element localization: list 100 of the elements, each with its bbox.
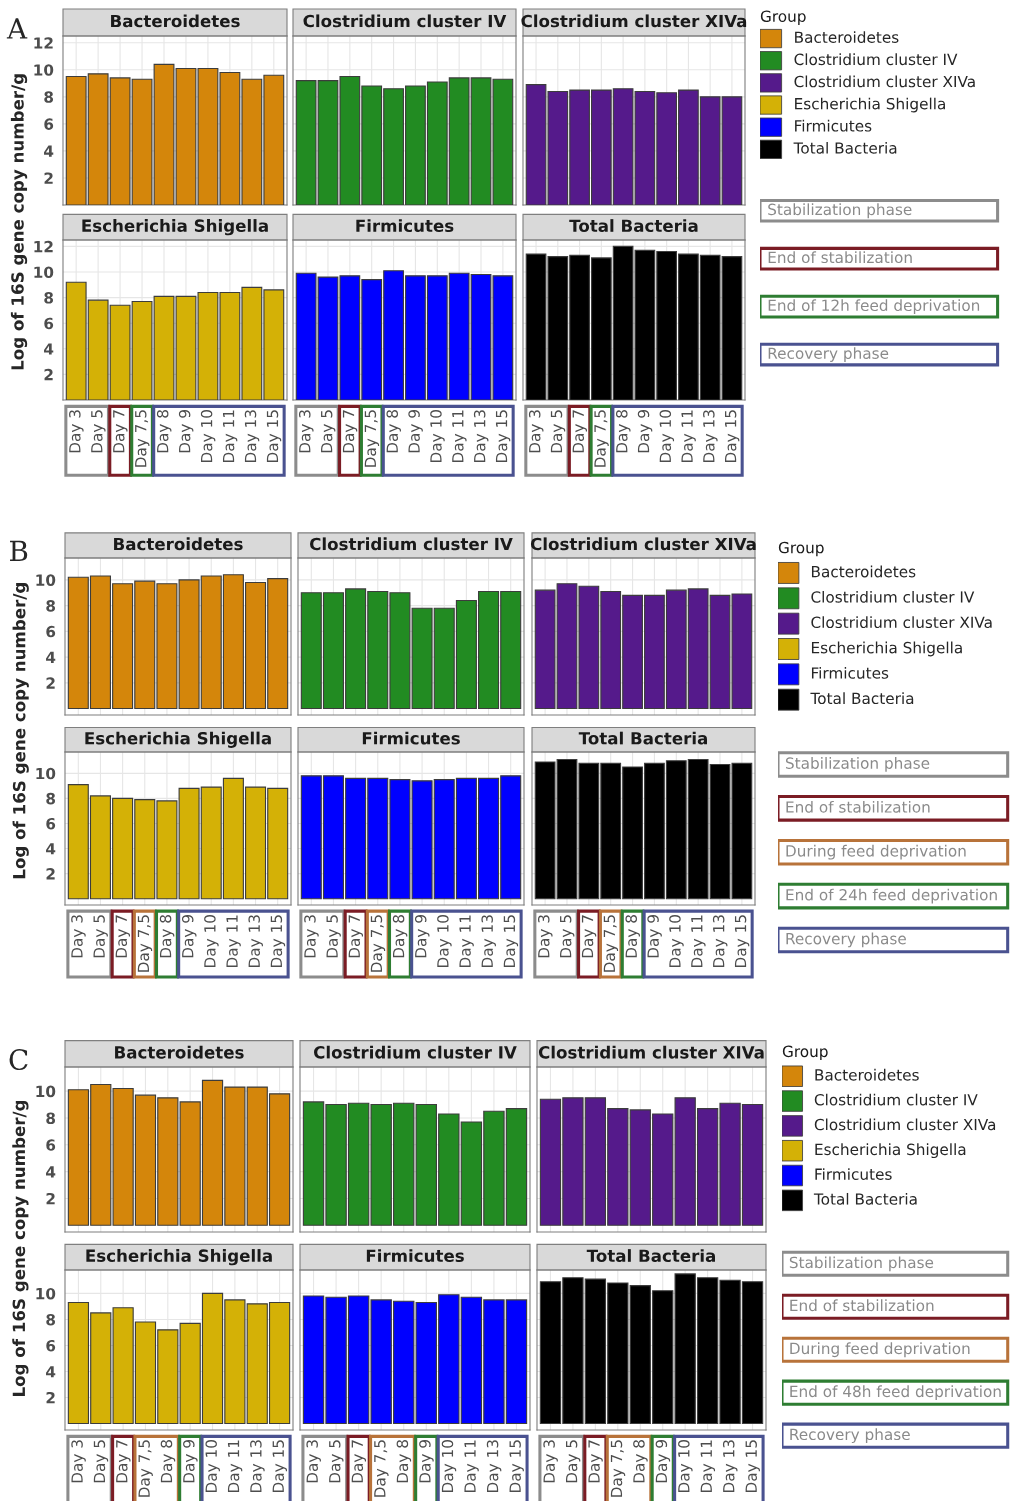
legend-label: Total Bacteria <box>813 1192 917 1205</box>
text: During feed deprivation <box>786 844 966 860</box>
x-tick-label: Day 7,5 <box>135 410 150 467</box>
x-tick-label: Day 5 <box>326 915 341 958</box>
x-tick-label: Day 15 <box>725 410 740 462</box>
y-tick-label: 2 <box>46 1192 55 1205</box>
x-tick-label: Day 3 <box>537 915 553 958</box>
x-tick-label: Day 13 <box>244 410 260 462</box>
x-tick-label: Day 5 <box>93 915 108 958</box>
chart-title: Clostridium cluster XIVa <box>521 14 747 28</box>
chart-title: Escherichia Shigella <box>85 731 271 748</box>
x-tick-label: Day 9 <box>183 1440 198 1483</box>
x-tick-label: Day 10 <box>205 1440 220 1492</box>
x-tick-label: Day 15 <box>734 915 750 967</box>
text: B <box>10 540 28 561</box>
x-tick-label: Day 7 <box>115 915 130 958</box>
y-tick-label: 12 <box>34 240 53 253</box>
text: End of 12h feed deprivation <box>768 299 980 315</box>
y-tick-label: 2 <box>44 172 53 184</box>
text: Recovery phase <box>790 1428 910 1444</box>
x-tick-label: Day 5 <box>321 410 336 453</box>
x-tick-label: Day 3 <box>306 1440 321 1483</box>
x-tick-label: Day 11 <box>459 915 474 967</box>
x-tick-label: Day 15 <box>266 410 282 462</box>
x-tick-label: Day 9 <box>637 410 653 453</box>
x-tick-label: Day 8 <box>160 1440 176 1483</box>
x-tick-label: Day 11 <box>227 1440 243 1492</box>
text: Stabilization phase <box>768 203 912 219</box>
x-tick-label: Day 10 <box>441 1440 457 1492</box>
x-tick-label: Day 11 <box>681 410 696 462</box>
x-tick-label: Day 9 <box>655 1440 671 1483</box>
x-tick-label: Day 3 <box>69 410 84 453</box>
x-tick-label: Day 5 <box>93 1440 109 1483</box>
y-tick-label: 10 <box>34 64 54 76</box>
x-tick-label: Day 8 <box>625 915 640 958</box>
x-tick-label: Day 7 <box>342 410 358 453</box>
y-tick-label: 4 <box>44 343 54 355</box>
x-tick-label: Day 7,5 <box>370 915 386 972</box>
legend-label: Bacteroidetes <box>815 1068 919 1081</box>
chart-title: Firmicutes <box>362 731 460 745</box>
x-tick-label: Day 5 <box>91 410 106 453</box>
legend-label: Firmicutes <box>811 666 889 679</box>
text: A <box>6 18 28 39</box>
chart-title: Total Bacteria <box>569 219 698 233</box>
x-tick-label: Day 7,5 <box>594 410 609 467</box>
x-tick-label: Day 11 <box>452 410 467 462</box>
x-tick-label: Day 8 <box>396 1440 412 1483</box>
chart-title: Total Bacteria <box>586 1249 715 1263</box>
y-tick-label: 8 <box>44 292 54 304</box>
y-tick-label: 6 <box>46 1139 56 1151</box>
y-tick-label: 2 <box>46 677 55 689</box>
y-tick-label: 2 <box>44 368 53 381</box>
text: End of 48h feed deprivation <box>790 1385 1001 1401</box>
y-tick-label: 10 <box>34 266 54 279</box>
chart-title: Clostridium cluster IV <box>310 537 513 551</box>
chart-title: Bacteroidetes <box>114 537 243 551</box>
y-tick-label: 10 <box>36 767 56 780</box>
y-tick-label: 8 <box>46 1313 56 1326</box>
x-tick-label: Day 7,5 <box>137 915 153 972</box>
y-tick-label: 8 <box>44 91 54 103</box>
x-tick-label: Day 10 <box>659 410 675 462</box>
y-axis-title: Log of 16S gene copy number/g <box>12 583 29 879</box>
y-tick-label: 8 <box>46 792 56 805</box>
x-tick-label: Day 10 <box>204 915 219 967</box>
x-tick-label: Day 7 <box>588 1440 603 1483</box>
x-tick-label: Day 7 <box>348 915 363 958</box>
x-tick-label: Day 3 <box>71 915 86 958</box>
x-tick-label: Day 10 <box>200 410 216 462</box>
x-tick-label: Day 3 <box>71 1440 86 1483</box>
chart-title: Clostridium cluster IV <box>314 1045 517 1059</box>
x-tick-label: Day 10 <box>669 915 684 967</box>
y-tick-label: 6 <box>44 317 54 330</box>
text: Recovery phase <box>768 347 889 362</box>
x-tick-label: Day 9 <box>419 1440 434 1483</box>
y-tick-label: 4 <box>46 651 56 663</box>
y-tick-label: 4 <box>46 1166 56 1178</box>
chart-title: Clostridium cluster XIVa <box>530 537 756 551</box>
x-tick-label: Day 3 <box>304 915 319 958</box>
chart-title: Firmicutes <box>366 1249 464 1263</box>
legend-label: Clostridium cluster XIVa <box>811 616 992 629</box>
x-tick-label: Day 7,5 <box>610 1440 626 1497</box>
y-tick-label: 12 <box>34 37 53 49</box>
y-axis-title: Log of 16S gene copy number/g <box>10 74 28 370</box>
x-tick-label: Day 3 <box>543 1440 558 1483</box>
text: C <box>9 1049 28 1071</box>
y-tick-label: 6 <box>46 625 56 638</box>
y-tick-label: 10 <box>36 1085 56 1098</box>
x-tick-label: Day 5 <box>329 1440 344 1483</box>
x-tick-label: Day 8 <box>633 1440 648 1483</box>
x-tick-label: Day 7 <box>116 1440 131 1483</box>
chart-title: Escherichia Shigella <box>82 219 268 236</box>
y-tick-label: 4 <box>46 1366 56 1378</box>
legend-label: Clostridium cluster XIVa <box>794 75 975 88</box>
y-tick-label: 8 <box>46 600 56 612</box>
legend-label: Firmicutes <box>795 119 872 132</box>
chart-title: Bacteroidetes <box>115 1045 244 1059</box>
x-tick-label: Day 11 <box>222 410 238 462</box>
x-tick-label: Day 8 <box>156 410 172 453</box>
x-tick-label: Day 15 <box>503 915 519 967</box>
text: Stabilization phase <box>785 757 930 772</box>
